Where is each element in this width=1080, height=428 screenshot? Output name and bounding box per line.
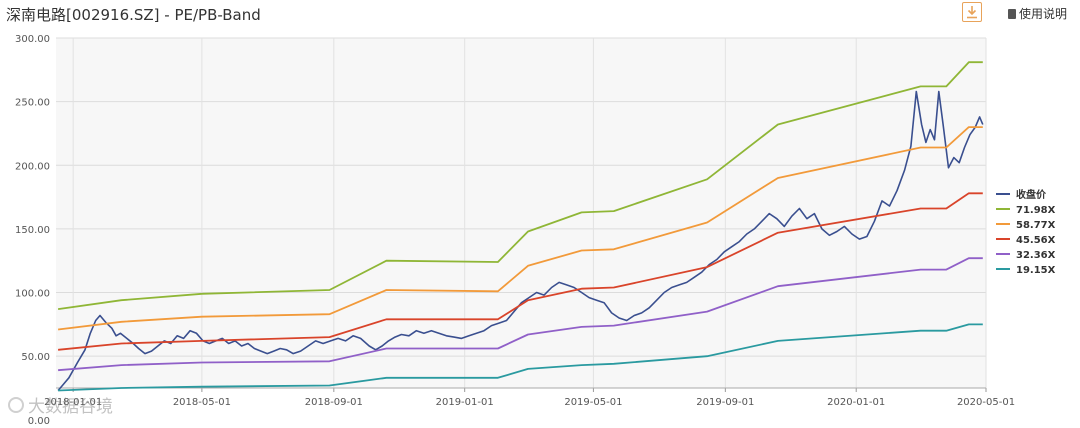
series-line-5[interactable] [58,323,983,392]
x-tick-label: 2019-09-01 [696,397,754,408]
y-tick-label: 100.00 [15,289,50,300]
watermark-logo-icon [8,396,24,413]
plot-background [56,38,986,388]
chart-container: 300.00 250.00 200.00 150.00 100.00 50.00 0.00 … [0,30,1080,427]
y-tick-label: 300.00 [15,34,50,45]
series-group [57,61,984,392]
y-axis: 300.00 250.00 200.00 150.00 100.00 50.00 0.00 [15,34,50,427]
y-tick-label: 250.00 [15,98,50,109]
series-line-1[interactable] [57,61,983,310]
help-link[interactable]: 使用说明 [1008,5,1067,22]
x-axis: 2018-01-01 2018-05-01 2018-09-01 2019-01-01… [44,387,1015,408]
grid [56,37,987,388]
legend-label[interactable]: 71.98X [1016,205,1056,216]
help-label: 使用说明 [1019,7,1068,21]
legend-label[interactable]: 收盘价 [1016,188,1047,201]
series-line-2[interactable] [57,126,983,331]
x-tick-label: 2018-05-01 [173,397,231,408]
y-tick-label: 0.00 [28,416,50,424]
watermark-text: 大数据谷境 [28,397,113,417]
x-tick-label: 2020-01-01 [827,397,885,408]
document-icon [1008,8,1016,19]
legend-label[interactable]: 45.56X [1016,235,1056,246]
x-tick-label: 2019-05-01 [564,397,622,408]
x-tick-label: 2019-01-01 [436,397,494,408]
y-tick-label: 200.00 [15,161,50,172]
legend-label[interactable]: 58.77X [1016,220,1056,231]
legend-label[interactable]: 19.15X [1016,265,1056,276]
series-line-4[interactable] [58,257,983,372]
page-title: 深南电路[002916.SZ] - PE/PB-Band [6,6,261,24]
download-button[interactable] [962,2,982,22]
legend: 收盘价 71.98X 58.77X 45.56X 32.36X 19.15X [996,188,1056,276]
x-tick-label: 2020-05-01 [957,397,1015,408]
legend-label[interactable]: 32.36X [1016,250,1056,261]
y-tick-label: 150.00 [15,225,50,236]
watermark: 大数据谷境 [8,392,113,417]
header: 深南电路[002916.SZ] - PE/PB-Band 使用说明 [0,0,1080,30]
y-tick-label: 50.00 [21,352,50,363]
pe-band-chart: 300.00250.00200.00150.00100.0050.000.00 … [15,34,1056,427]
series-line-0[interactable] [57,90,984,392]
download-icon [967,6,977,19]
x-tick-label: 2018-09-01 [305,397,363,408]
series-line-3[interactable] [58,192,983,351]
x-tick-label: 2018-01-01 [44,397,102,408]
